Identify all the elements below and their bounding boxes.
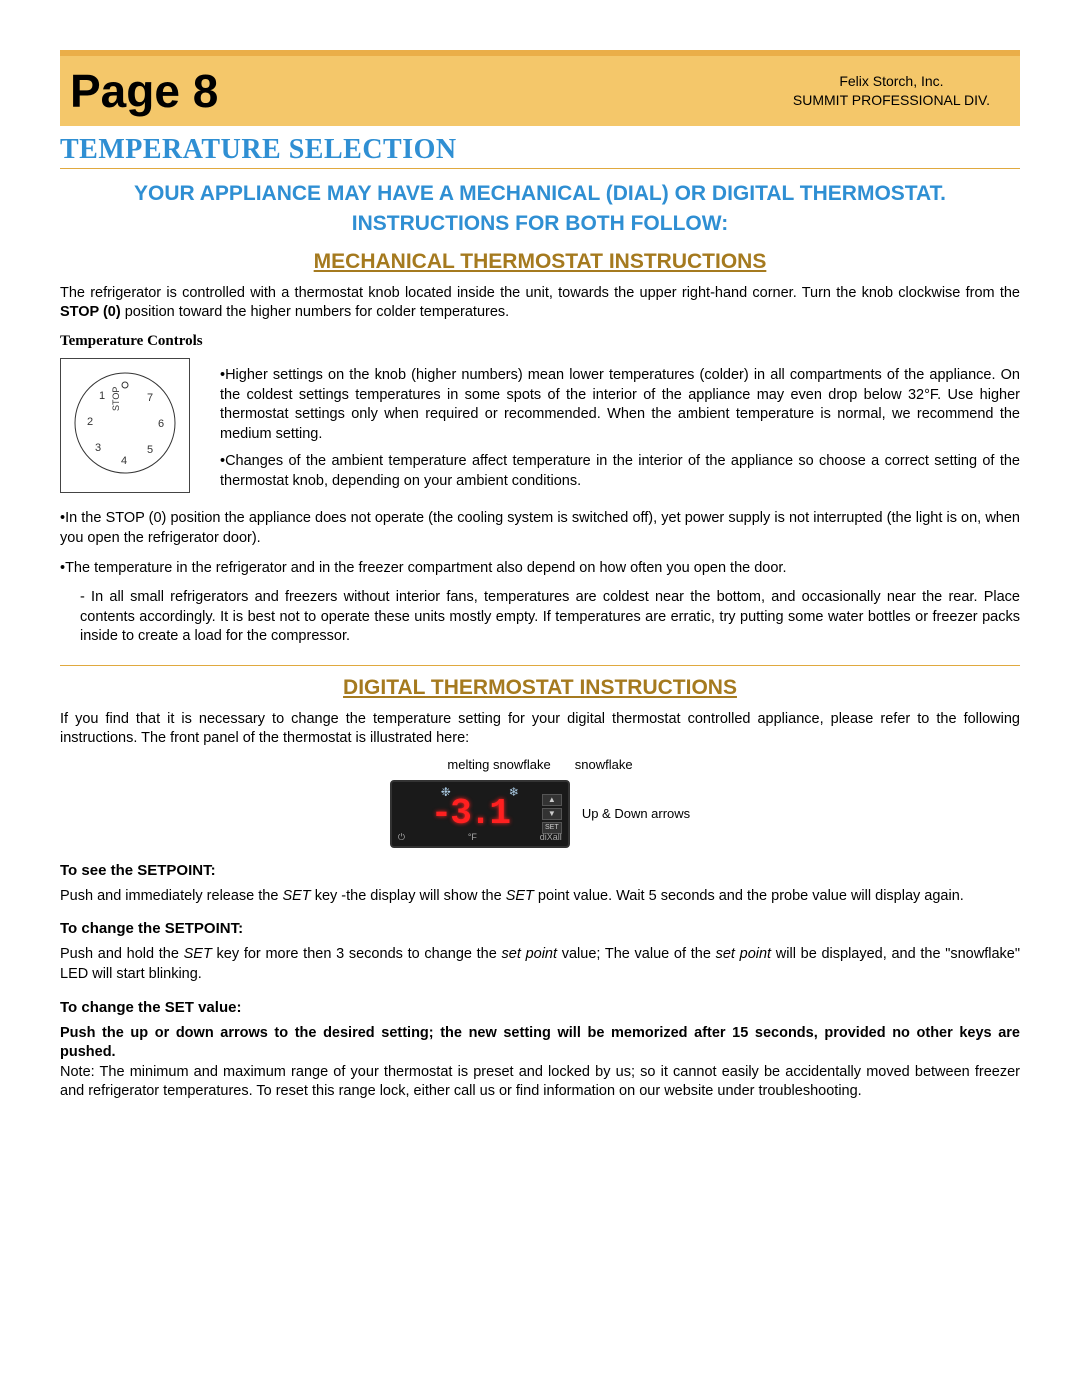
svg-text:2: 2 [87, 416, 93, 428]
mech-bullet-1: •Higher settings on the knob (higher num… [220, 366, 1020, 444]
power-icon: ⏻ [398, 832, 405, 843]
mech-bullet-5: - In all small refrigerators and freezer… [60, 588, 1020, 647]
unit-label: °F [468, 832, 477, 842]
header-band: Page 8 Felix Storch, Inc. SUMMIT PROFESS… [60, 56, 1020, 126]
digital-intro: If you find that it is necessary to chan… [60, 710, 1020, 749]
see-b: SET [282, 888, 310, 904]
company-line-1: Felix Storch, Inc. [793, 72, 990, 91]
see-setpoint-heading: To see the SETPOINT: [60, 862, 1020, 879]
led-display: -3.1 [398, 793, 542, 834]
cv-note: Note: The minimum and maximum range of y… [60, 1064, 1020, 1100]
mech-bullet-4: •The temperature in the refrigerator and… [60, 559, 1020, 579]
chg-b: SET [184, 946, 212, 962]
chg-f: set point [716, 946, 772, 962]
mech-b3a: •In the [60, 510, 106, 526]
chg-e: value; The value of the [557, 946, 716, 962]
chg-sp-b: SETPOINT [165, 920, 238, 937]
intro-line-1: YOUR APPLIANCE MAY HAVE A MECHANICAL (DI… [134, 182, 946, 205]
brand-label: diXall [540, 832, 562, 842]
cv-b: SET [165, 999, 194, 1016]
see-e: point value. Wait 5 seconds and the prob… [534, 888, 964, 904]
mechanical-intro-para: The refrigerator is controlled with a th… [60, 284, 1020, 323]
dial-stop-text: STOP [111, 387, 121, 411]
change-setpoint-heading: To change the SETPOINT: [60, 920, 1020, 937]
cv-a: To change the [60, 999, 165, 1016]
svg-text:5: 5 [147, 444, 153, 456]
svg-text:1: 1 [99, 390, 105, 402]
mechanical-title: MECHANICAL THERMOSTAT INSTRUCTIONS [60, 250, 1020, 274]
chg-c: key for more then 3 seconds to change th… [212, 946, 502, 962]
see-setpoint-body: Push and immediately release the SET key… [60, 887, 1020, 907]
thermostat-row: ❉ ❄ -3.1 ▲ ▼ SET ⏻ °F diXall Up & Down a… [60, 780, 1020, 848]
mech-p1a: The refrigerator is controlled with a th… [60, 285, 1020, 301]
thermo-button-column: ▲ ▼ SET [542, 794, 562, 834]
dial-side-text: •Higher settings on the knob (higher num… [220, 358, 1020, 499]
company-line-2: SUMMIT PROFESSIONAL DIV. [793, 91, 990, 110]
snowflake-icons: ❉ ❄ [392, 785, 568, 799]
dial-svg: STOP 1 2 3 4 5 6 7 [65, 363, 185, 483]
see-d: SET [506, 888, 534, 904]
mech-bullet-3: •In the STOP (0) position the appliance … [60, 509, 1020, 548]
svg-text:6: 6 [158, 418, 164, 430]
change-setpoint-body: Push and hold the SET key for more then … [60, 945, 1020, 984]
temp-controls-label: Temperature Controls [60, 333, 1020, 350]
thermo-bottom-row: ⏻ °F diXall [398, 832, 562, 843]
change-value-body: Push the up or down arrows to the desire… [60, 1024, 1020, 1102]
section-title: TEMPERATURE SELECTION [60, 134, 1020, 169]
see-sp-a: To see the [60, 862, 137, 879]
page-container: Page 8 Felix Storch, Inc. SUMMIT PROFESS… [0, 0, 1080, 1170]
snowflake-icon: ❄ [509, 785, 519, 799]
chg-sp-a: To change the [60, 920, 165, 937]
label-snowflake: snowflake [575, 757, 633, 772]
chg-d: set point [502, 946, 558, 962]
chg-sp-c: : [238, 920, 243, 937]
label-updown-arrows: Up & Down arrows [582, 806, 690, 821]
page-number: Page 8 [70, 64, 218, 118]
change-value-heading: To change the SET value: [60, 999, 1020, 1016]
chg-a: Push and hold the [60, 946, 184, 962]
svg-text:3: 3 [95, 442, 101, 454]
svg-text:4: 4 [121, 455, 127, 467]
intro-line-2: INSTRUCTIONS FOR BOTH FOLLOW: [352, 212, 728, 235]
dial-frame: STOP 1 2 3 4 5 6 7 [60, 358, 190, 493]
mech-p1b: STOP (0) [60, 304, 121, 320]
cv-bold: Push the up or down arrows to the desire… [60, 1025, 1020, 1061]
dial-row: STOP 1 2 3 4 5 6 7 •Higher settings on t… [60, 358, 1020, 499]
mech-b3c: position the appliance does not operate … [60, 510, 1020, 546]
label-melting-snowflake: melting snowflake [447, 757, 550, 772]
see-sp-b: SETPOINT: [137, 862, 215, 879]
see-c: key -the display will show the [311, 888, 506, 904]
digital-title: DIGITAL THERMOSTAT INSTRUCTIONS [60, 665, 1020, 700]
cv-c: value: [194, 999, 242, 1016]
down-arrow-button[interactable]: ▼ [542, 808, 562, 820]
melting-snowflake-icon: ❉ [441, 785, 451, 799]
svg-text:7: 7 [147, 392, 153, 404]
see-a: Push and immediately release the [60, 888, 282, 904]
thermo-top-labels: melting snowflake snowflake [60, 757, 1020, 772]
thermostat-panel: ❉ ❄ -3.1 ▲ ▼ SET ⏻ °F diXall [390, 780, 570, 848]
mech-b3b: STOP (0) [106, 510, 167, 526]
intro-subhead: YOUR APPLIANCE MAY HAVE A MECHANICAL (DI… [60, 179, 1020, 240]
company-block: Felix Storch, Inc. SUMMIT PROFESSIONAL D… [793, 72, 990, 110]
mech-bullet-2: •Changes of the ambient temperature affe… [220, 452, 1020, 491]
dial-diagram: STOP 1 2 3 4 5 6 7 [60, 358, 200, 493]
thermostat-figure: melting snowflake snowflake ❉ ❄ -3.1 ▲ ▼… [60, 757, 1020, 848]
mech-p1c: position toward the higher numbers for c… [121, 304, 509, 320]
